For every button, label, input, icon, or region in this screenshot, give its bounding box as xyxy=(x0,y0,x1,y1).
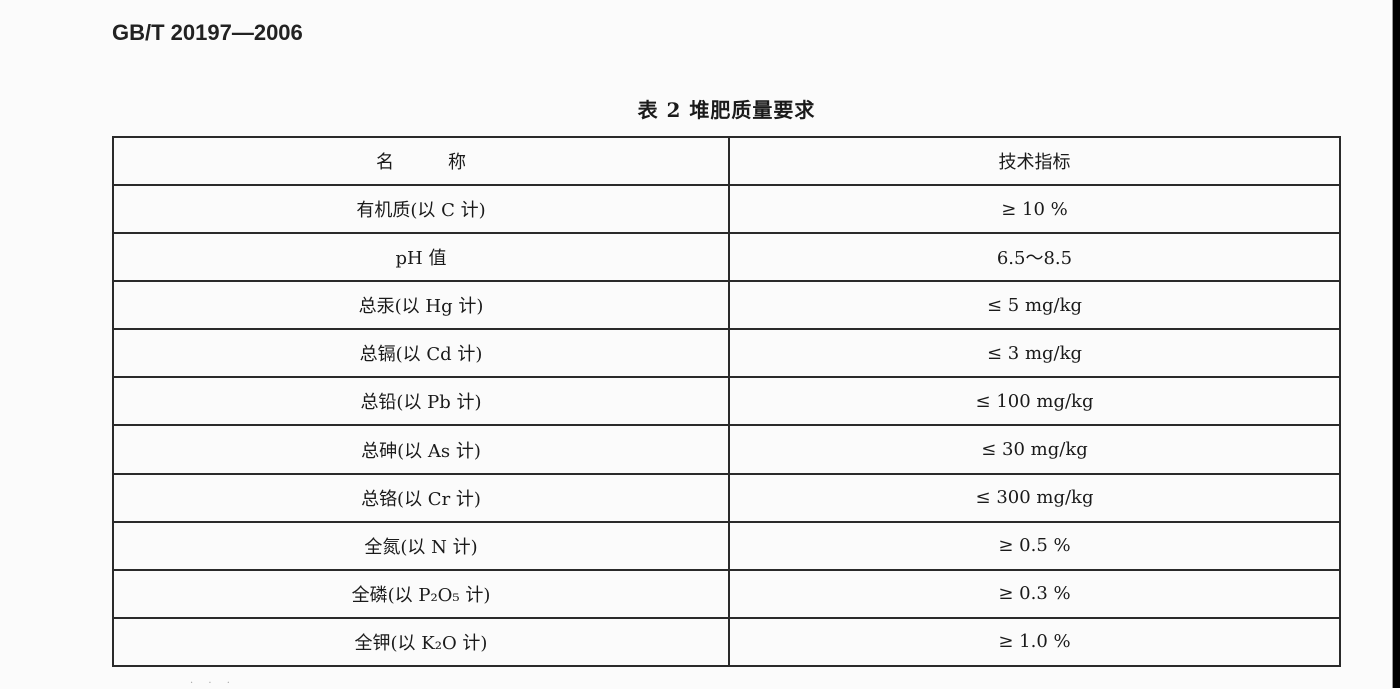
header-spec: 技术指标 xyxy=(728,135,1341,187)
item-name: 总铅(以 Pb 计) xyxy=(112,376,730,427)
item-spec: ≤ 300 mg/kg xyxy=(728,472,1341,523)
page-edge xyxy=(1392,0,1393,688)
compost-quality-table: 名 称 技术指标 有机质(以 C 计) ≥ 10 % pH 值 6.5～8.5 总汞(以… xyxy=(112,135,1341,668)
table-row: 总镉(以 Cd 计) ≤ 3 mg/kg xyxy=(112,328,1341,379)
table-row: 总汞(以 Hg 计) ≤ 5 mg/kg xyxy=(112,280,1341,331)
item-name: 总镉(以 Cd 计) xyxy=(112,328,730,379)
item-name: 全磷(以 P₂O₅ 计) xyxy=(112,568,730,619)
table-row: 全磷(以 P₂O₅ 计) ≥ 0.3 % xyxy=(112,568,1341,619)
item-name: 有机质(以 C 计) xyxy=(112,184,730,235)
table-row: 全钾(以 K₂O 计) ≥ 1.0 % xyxy=(112,616,1341,668)
scan-border xyxy=(1393,0,1400,688)
item-spec: ≤ 5 mg/kg xyxy=(728,280,1341,331)
item-name: pH 值 xyxy=(112,232,730,283)
table-row: 有机质(以 C 计) ≥ 10 % xyxy=(112,184,1341,235)
item-name: 总砷(以 As 计) xyxy=(112,424,730,475)
table-row: pH 值 6.5～8.5 xyxy=(112,232,1341,283)
table-header-row: 名 称 技术指标 xyxy=(112,135,1341,187)
item-name: 总汞(以 Hg 计) xyxy=(112,280,730,331)
item-name: 全钾(以 K₂O 计) xyxy=(112,616,730,668)
item-spec: ≥ 10 % xyxy=(728,184,1341,235)
item-spec: ≤ 100 mg/kg xyxy=(728,376,1341,427)
table-row: 全氮(以 N 计) ≥ 0.5 % xyxy=(112,520,1341,571)
item-spec: ≥ 0.5 % xyxy=(728,520,1341,571)
item-spec: 6.5～8.5 xyxy=(728,232,1341,283)
item-name: 总铬(以 Cr 计) xyxy=(112,472,730,523)
item-spec: ≤ 3 mg/kg xyxy=(728,328,1341,379)
item-name: 全氮(以 N 计) xyxy=(112,520,730,571)
table-caption: 表 2 堆肥质量要求 xyxy=(637,98,816,122)
table-row: 总铅(以 Pb 计) ≤ 100 mg/kg xyxy=(112,376,1341,427)
header-name: 名 称 xyxy=(112,135,730,187)
item-spec: ≥ 1.0 % xyxy=(728,616,1341,668)
table-row: 总砷(以 As 计) ≤ 30 mg/kg xyxy=(112,424,1341,475)
item-spec: ≥ 0.3 % xyxy=(728,568,1341,619)
table-row: 总铬(以 Cr 计) ≤ 300 mg/kg xyxy=(112,472,1341,523)
standard-number: GB/T 20197—2006 xyxy=(112,20,303,45)
cut-off-text: · · · xyxy=(190,678,236,689)
item-spec: ≤ 30 mg/kg xyxy=(728,424,1341,475)
